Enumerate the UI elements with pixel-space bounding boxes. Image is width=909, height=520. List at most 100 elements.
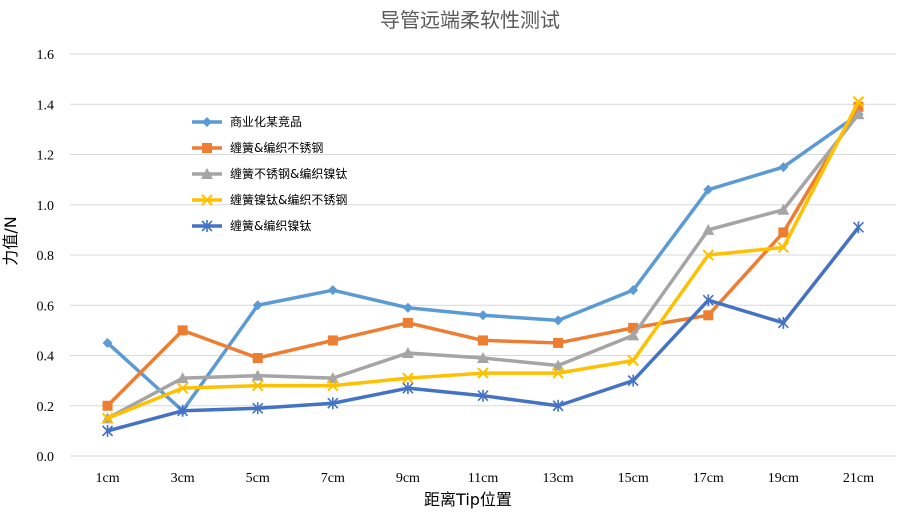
legend-label: 缠簧&编织不锈钢 (230, 140, 323, 155)
data-point (478, 335, 488, 346)
legend-label: 缠簧&编织镍钛 (230, 218, 311, 233)
y-tick-label: 1.0 (37, 199, 55, 214)
data-point (553, 337, 564, 348)
data-point (477, 389, 489, 402)
x-axis-ticks: 1cm 3cm 5cm 7cm 9cm 11cm 13cm 15cm 17cm 19cm 21cm (95, 471, 874, 486)
data-point (402, 382, 414, 395)
x-tick-label: 7cm (321, 471, 345, 486)
data-point (327, 285, 338, 296)
legend: 商业化某竞品缠簧&编织不锈钢缠簧不锈钢&编织镍钛缠簧镍钛&编织不锈钢缠簧&编织镍… (192, 114, 347, 233)
data-point (777, 203, 790, 215)
data-point (177, 404, 189, 417)
chart-title: 导管远端柔软性测试 (380, 8, 560, 32)
series-2 (102, 101, 864, 411)
series-line (106, 112, 860, 413)
gridlines (70, 53, 896, 407)
data-point (402, 302, 413, 313)
data-point (201, 220, 213, 232)
data-point (627, 354, 639, 367)
data-point (327, 379, 339, 392)
data-point (627, 329, 640, 341)
data-point (553, 315, 564, 326)
data-point (101, 412, 114, 425)
data-point (202, 143, 212, 153)
legend-entry: 缠簧&编织镍钛 (192, 218, 311, 233)
data-point (852, 108, 865, 120)
data-point (477, 352, 489, 364)
data-point (251, 369, 264, 381)
x-tick-label: 21cm (843, 471, 874, 486)
x-axis-label: 距离Tip位置 (424, 490, 512, 509)
y-axis-label: 力值/N (1, 216, 20, 265)
x-tick-label: 19cm (768, 471, 799, 486)
data-point (252, 379, 264, 392)
data-point (402, 317, 413, 328)
data-point (478, 310, 488, 321)
data-point (628, 285, 639, 296)
data-point (327, 397, 339, 410)
data-point (552, 399, 564, 412)
x-tick-label: 3cm (171, 471, 195, 486)
data-point (853, 101, 864, 112)
data-point (201, 194, 213, 206)
data-point (102, 337, 113, 348)
x-tick-label: 1cm (95, 471, 119, 486)
x-tick-label: 15cm (618, 471, 649, 486)
data-point (252, 300, 263, 311)
data-point (778, 227, 789, 238)
data-point (201, 168, 213, 179)
data-point (702, 249, 714, 261)
data-point (777, 241, 790, 254)
data-point (176, 372, 189, 384)
data-point (477, 367, 489, 379)
data-point (101, 424, 114, 437)
data-point (402, 372, 414, 384)
legend-entry: 商业化某竞品 (192, 114, 302, 129)
data-point (778, 162, 789, 173)
y-tick-label: 0.6 (37, 299, 55, 314)
y-tick-label: 0.2 (37, 400, 55, 415)
x-tick-label: 13cm (543, 471, 574, 486)
data-point (102, 400, 113, 411)
series-1 (102, 109, 864, 416)
data-point (703, 184, 714, 195)
y-tick-label: 1.2 (37, 149, 55, 164)
x-tick-label: 11cm (468, 471, 499, 486)
data-point (252, 402, 264, 415)
y-tick-label: 0.0 (37, 450, 55, 465)
y-tick-label: 0.8 (37, 249, 55, 264)
x-tick-label: 9cm (396, 471, 420, 486)
legend-entry: 缠簧不锈钢&编织镍钛 (192, 166, 347, 181)
legend-label: 商业化某竞品 (230, 114, 302, 129)
data-point (401, 346, 414, 358)
data-point (703, 310, 714, 321)
x-tick-label: 17cm (693, 471, 724, 486)
series-group (101, 96, 865, 437)
data-point (777, 316, 789, 329)
data-point (852, 96, 865, 108)
data-point (252, 353, 263, 364)
y-axis-ticks: 0.0 0.2 0.4 0.6 0.8 1.0 1.2 1.4 1.6 (37, 48, 55, 465)
data-point (702, 223, 715, 235)
legend-label: 缠簧镍钛&编织不锈钢 (230, 192, 347, 207)
data-point (627, 374, 639, 387)
data-point (552, 367, 564, 379)
data-point (202, 117, 212, 127)
x-tick-label: 5cm (246, 471, 270, 486)
data-point (326, 372, 339, 384)
series-5 (101, 221, 865, 437)
data-point (628, 322, 639, 333)
y-tick-label: 1.4 (37, 98, 55, 113)
data-point (327, 335, 338, 346)
legend-entry: 缠簧镍钛&编织不锈钢 (192, 192, 347, 207)
data-point (552, 359, 565, 371)
y-tick-label: 1.6 (37, 48, 55, 63)
data-point (177, 325, 188, 336)
data-point (176, 382, 189, 394)
legend-entry: 缠簧&编织不锈钢 (192, 140, 323, 155)
data-point (852, 221, 865, 234)
data-point (702, 294, 714, 307)
series-3 (101, 108, 865, 424)
